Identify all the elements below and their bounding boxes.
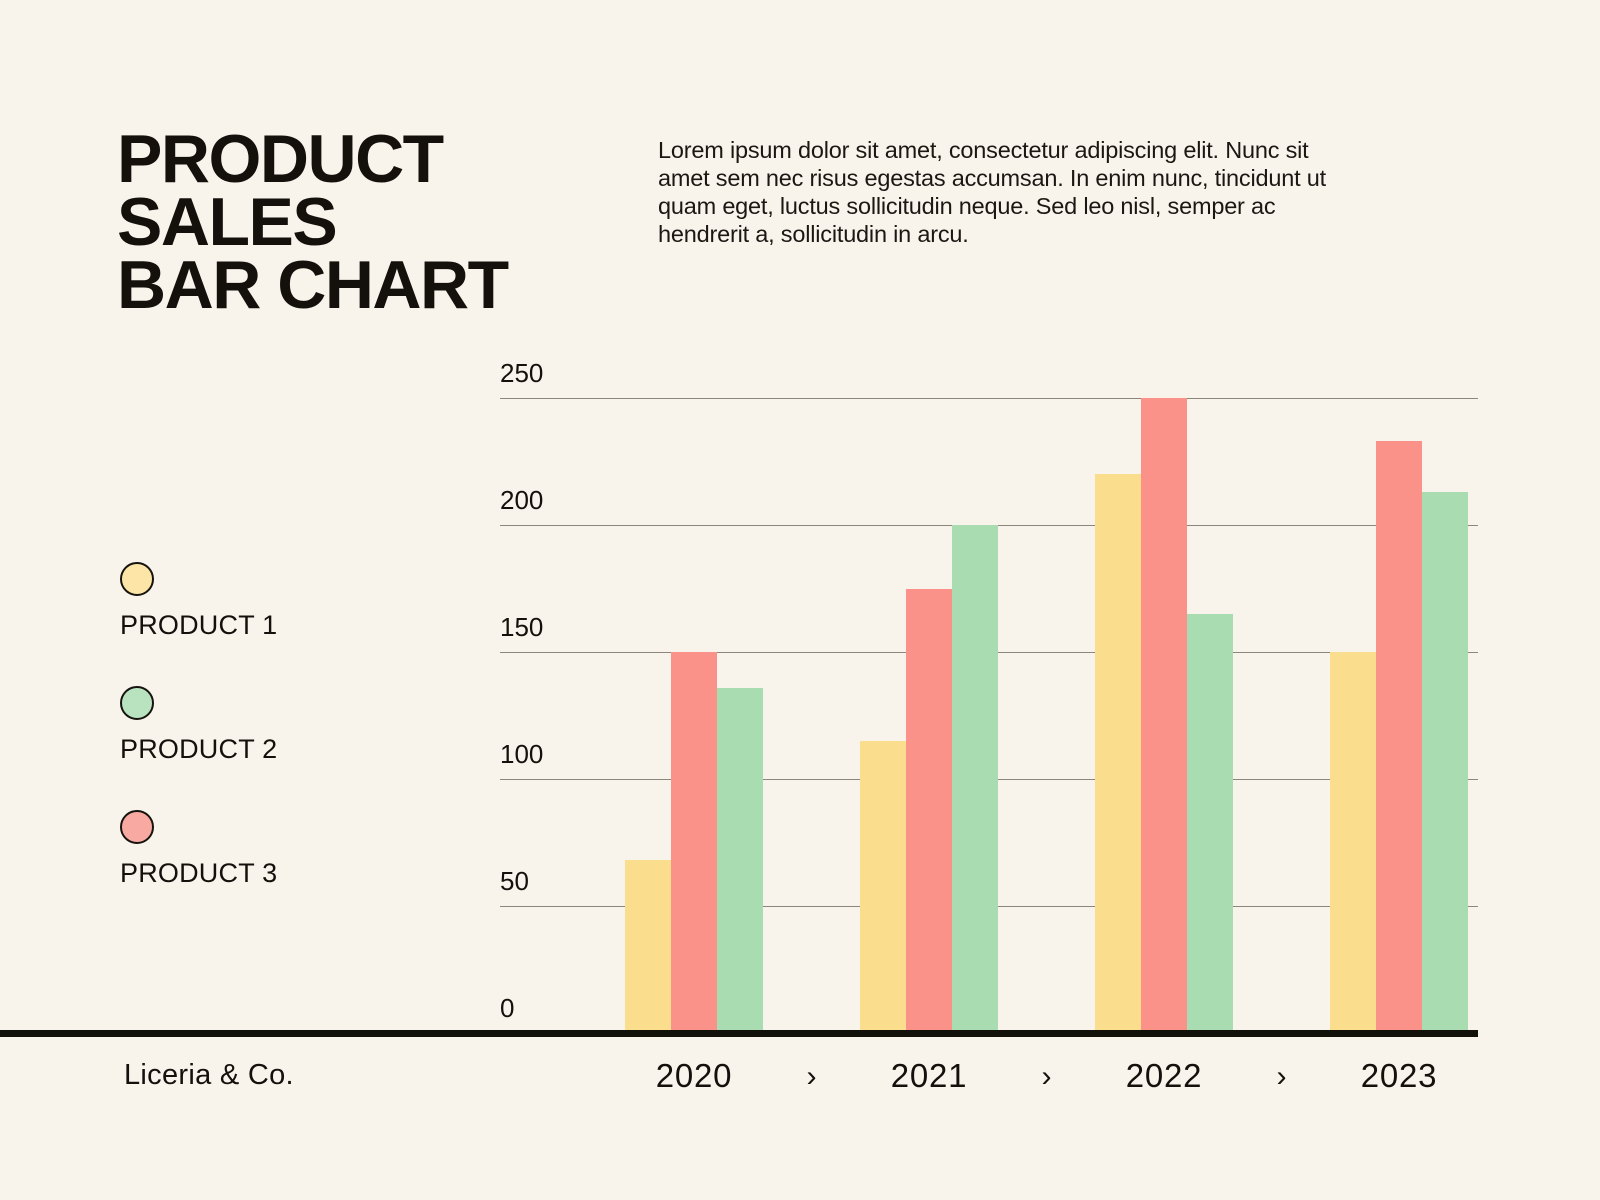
x-axis-label-2021: 2021: [890, 1057, 968, 1094]
x-axis-label-2022: 2022: [1125, 1057, 1203, 1094]
intro-line: quam eget, luctus sollicitudin neque. Se…: [658, 193, 1276, 219]
x-axis-label-2023: 2023: [1360, 1057, 1438, 1094]
chevron-right-icon: ›: [806, 1060, 817, 1093]
legend-swatch-product2-circle: [120, 686, 154, 720]
chevron-right-icon: ›: [1041, 1060, 1052, 1093]
chevron-right-icon: ›: [1276, 1060, 1287, 1093]
page-title-line-1: PRODUCT: [117, 121, 444, 197]
bar-product3-2023: [1376, 441, 1422, 1031]
bar-product1-2022: [1095, 474, 1141, 1031]
y-tick-label-100: 100: [500, 739, 544, 769]
brand-label: Liceria & Co.: [124, 1059, 294, 1091]
legend-label-product3: PRODUCT 3: [120, 858, 278, 888]
page-title-line-3: BAR CHART: [117, 247, 509, 323]
intro-line: Lorem ipsum dolor sit amet, consectetur …: [658, 137, 1309, 163]
page-title-line-2: SALES: [117, 184, 338, 260]
intro-line: hendrerit a, sollicitudin in arcu.: [658, 221, 969, 247]
legend-label-product1: PRODUCT 1: [120, 610, 278, 640]
intro-paragraph: Lorem ipsum dolor sit amet, consectetur …: [658, 136, 1326, 248]
bar-product1-2020: [625, 860, 671, 1031]
y-tick-label-250: 250: [500, 358, 544, 388]
bar-product2-2023: [1422, 491, 1468, 1031]
bar-product3-2021: [906, 588, 952, 1031]
intro-line: amet sem nec risus egestas accumsan. In …: [658, 165, 1326, 191]
legend-item-product1: PRODUCT 1: [120, 562, 277, 641]
bar-product2-2021: [952, 525, 998, 1031]
legend-item-product2: PRODUCT 2: [120, 686, 277, 765]
y-tick-label-50: 50: [500, 866, 529, 896]
legend-label-product2: PRODUCT 2: [120, 734, 278, 764]
bar-product2-2020: [717, 687, 763, 1031]
bar-product2-2022: [1187, 613, 1233, 1031]
gridline-250: [500, 398, 1478, 399]
y-tick-label-200: 200: [500, 485, 544, 515]
legend-item-product3: PRODUCT 3: [120, 810, 277, 889]
bar-product3-2022: [1141, 398, 1187, 1031]
bar-product1-2021: [860, 740, 906, 1031]
x-axis-label-2020: 2020: [655, 1057, 733, 1094]
bar-product1-2023: [1330, 652, 1376, 1031]
y-tick-label-150: 150: [500, 612, 544, 642]
legend-swatch-product1-circle: [120, 562, 154, 596]
y-tick-label-0: 0: [500, 993, 515, 1023]
page-title: PRODUCT SALES BAR CHART: [117, 121, 509, 323]
bar-product3-2020: [671, 652, 717, 1031]
legend-swatch-product3-circle: [120, 810, 154, 844]
chart-baseline-rule: [0, 1030, 1478, 1037]
